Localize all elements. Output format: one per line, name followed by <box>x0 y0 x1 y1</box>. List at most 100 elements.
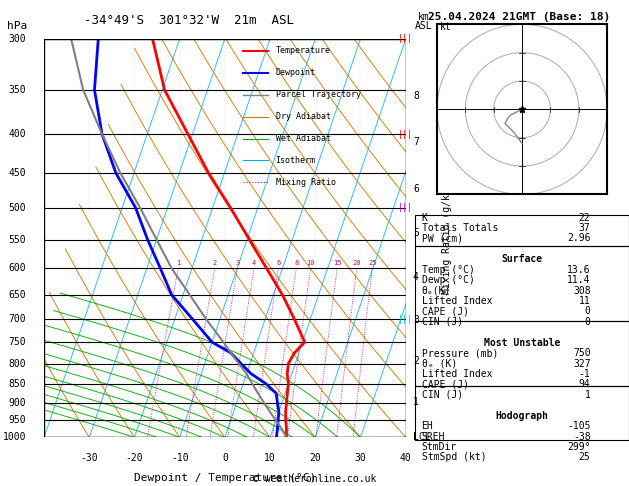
Text: kt: kt <box>440 22 452 32</box>
Text: 800: 800 <box>8 359 26 368</box>
Text: 450: 450 <box>8 168 26 178</box>
Text: Mixing Ratio: Mixing Ratio <box>276 178 335 187</box>
Text: 650: 650 <box>8 290 26 300</box>
Text: 299°: 299° <box>567 442 591 452</box>
Text: Totals Totals: Totals Totals <box>421 223 498 233</box>
Bar <box>415 215 629 246</box>
Text: 950: 950 <box>8 416 26 425</box>
Text: θₑ(K): θₑ(K) <box>421 286 451 295</box>
Text: SREH: SREH <box>421 432 445 442</box>
Text: -38: -38 <box>573 432 591 442</box>
Text: CIN (J): CIN (J) <box>421 390 463 400</box>
Text: -30: -30 <box>81 453 98 463</box>
Text: 11.4: 11.4 <box>567 275 591 285</box>
Text: 3: 3 <box>235 260 240 266</box>
Text: 30: 30 <box>355 453 366 463</box>
Text: K: K <box>421 212 428 223</box>
Text: 4: 4 <box>413 272 419 282</box>
Text: StmSpd (kt): StmSpd (kt) <box>421 452 486 463</box>
Text: 0: 0 <box>222 453 228 463</box>
Text: 600: 600 <box>8 263 26 273</box>
Text: 22: 22 <box>579 212 591 223</box>
Text: 3: 3 <box>413 315 419 325</box>
Text: Mixing Ratio (g/kg): Mixing Ratio (g/kg) <box>442 182 452 294</box>
Text: 94: 94 <box>579 380 591 389</box>
Text: CAPE (J): CAPE (J) <box>421 307 469 316</box>
Text: 1: 1 <box>413 397 419 407</box>
Text: 25: 25 <box>579 452 591 463</box>
Text: Most Unstable: Most Unstable <box>484 338 560 347</box>
Text: 2: 2 <box>213 260 217 266</box>
Text: 25: 25 <box>368 260 377 266</box>
Text: 2: 2 <box>413 356 419 366</box>
Text: 10: 10 <box>306 260 314 266</box>
Bar <box>415 386 629 440</box>
Text: CIN (J): CIN (J) <box>421 317 463 327</box>
Text: 350: 350 <box>8 85 26 95</box>
Text: LCL: LCL <box>413 433 431 442</box>
Text: EH: EH <box>421 421 433 431</box>
Text: © weatheronline.co.uk: © weatheronline.co.uk <box>253 473 376 484</box>
Text: Temp (°C): Temp (°C) <box>421 265 474 275</box>
Text: CAPE (J): CAPE (J) <box>421 380 469 389</box>
Text: |||: ||| <box>398 35 413 43</box>
Text: 8: 8 <box>413 90 419 101</box>
Text: Temperature: Temperature <box>276 46 330 55</box>
Text: 37: 37 <box>579 223 591 233</box>
Text: 8: 8 <box>294 260 298 266</box>
Text: 1: 1 <box>584 390 591 400</box>
Text: hPa: hPa <box>7 21 27 31</box>
Text: Pressure (mb): Pressure (mb) <box>421 348 498 358</box>
Text: 550: 550 <box>8 235 26 244</box>
Text: 13.6: 13.6 <box>567 265 591 275</box>
Text: 750: 750 <box>8 337 26 347</box>
Text: |||: ||| <box>398 204 413 212</box>
Text: 40: 40 <box>400 453 411 463</box>
Text: 11: 11 <box>579 296 591 306</box>
Text: |||: ||| <box>398 315 413 324</box>
Text: 0: 0 <box>584 317 591 327</box>
Text: 5: 5 <box>413 228 419 239</box>
Text: θₑ (K): θₑ (K) <box>421 359 457 368</box>
Text: 2.96: 2.96 <box>567 233 591 243</box>
Text: -105: -105 <box>567 421 591 431</box>
Bar <box>415 246 629 321</box>
Text: PW (cm): PW (cm) <box>421 233 463 243</box>
Text: Lifted Index: Lifted Index <box>421 369 492 379</box>
Text: |||: ||| <box>398 130 413 139</box>
Text: 20: 20 <box>352 260 361 266</box>
Text: Surface: Surface <box>501 254 543 264</box>
Text: 0: 0 <box>584 307 591 316</box>
Text: -34°49'S  301°32'W  21m  ASL: -34°49'S 301°32'W 21m ASL <box>84 14 294 27</box>
Text: Dewp (°C): Dewp (°C) <box>421 275 474 285</box>
Text: Lifted Index: Lifted Index <box>421 296 492 306</box>
Text: 308: 308 <box>573 286 591 295</box>
Text: km
ASL: km ASL <box>415 12 433 31</box>
Text: 7: 7 <box>413 137 419 147</box>
Text: 400: 400 <box>8 129 26 139</box>
Text: 850: 850 <box>8 379 26 389</box>
Text: StmDir: StmDir <box>421 442 457 452</box>
Text: 900: 900 <box>8 398 26 408</box>
Text: 1000: 1000 <box>3 433 26 442</box>
Text: Wet Adiabat: Wet Adiabat <box>276 134 330 143</box>
Text: 15: 15 <box>333 260 342 266</box>
Text: -20: -20 <box>126 453 143 463</box>
Text: 300: 300 <box>8 34 26 44</box>
Text: -10: -10 <box>171 453 189 463</box>
Text: 500: 500 <box>8 203 26 213</box>
Text: 4: 4 <box>252 260 256 266</box>
Text: Dewpoint: Dewpoint <box>276 68 316 77</box>
Text: 6: 6 <box>276 260 281 266</box>
Text: Dry Adiabat: Dry Adiabat <box>276 112 330 121</box>
Text: Dewpoint / Temperature (°C): Dewpoint / Temperature (°C) <box>134 473 316 483</box>
Text: -1: -1 <box>579 369 591 379</box>
Text: 1: 1 <box>176 260 181 266</box>
Bar <box>415 321 629 386</box>
Text: 10: 10 <box>264 453 276 463</box>
Text: Hodograph: Hodograph <box>496 411 548 421</box>
Text: 700: 700 <box>8 314 26 324</box>
Text: Parcel Trajectory: Parcel Trajectory <box>276 90 360 99</box>
Text: 750: 750 <box>573 348 591 358</box>
Text: 327: 327 <box>573 359 591 368</box>
